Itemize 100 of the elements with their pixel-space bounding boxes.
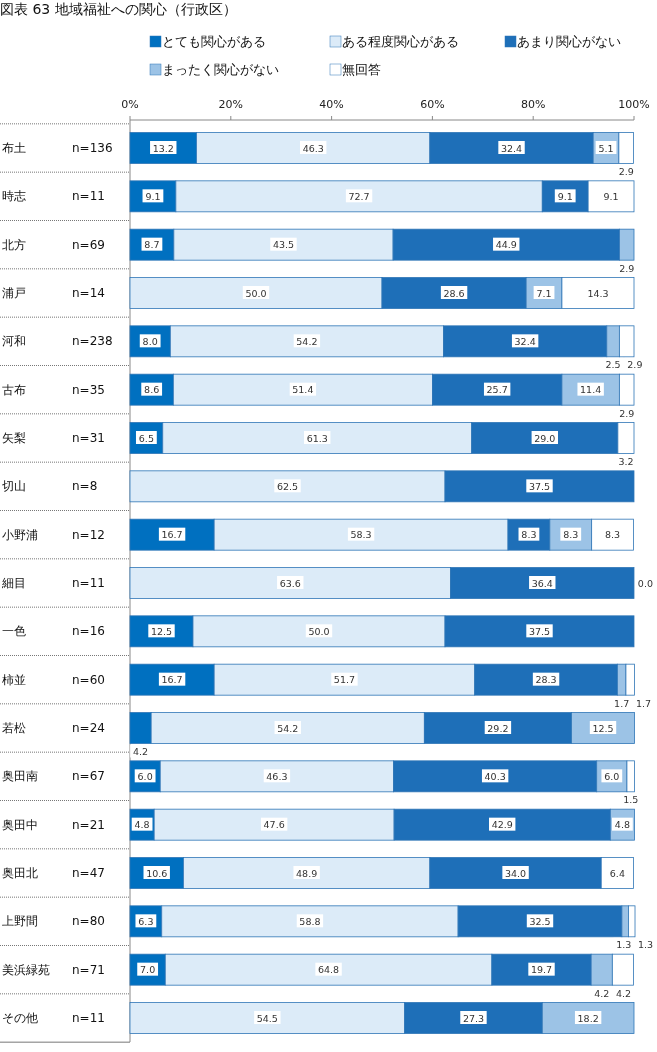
data-label: 37.5 xyxy=(528,480,551,492)
data-label: 40.3 xyxy=(484,770,506,782)
data-label: 27.3 xyxy=(462,1012,485,1024)
data-label: 19.7 xyxy=(530,964,553,976)
data-label: 58.3 xyxy=(350,529,372,541)
data-label: 4.2 xyxy=(594,987,610,999)
data-label: 28.3 xyxy=(535,674,557,686)
category-label: 小野浦 n=12 xyxy=(2,527,105,542)
data-label: 9.1 xyxy=(557,190,573,202)
data-label: 3.2 xyxy=(618,456,634,467)
data-label: 8.3 xyxy=(605,529,621,541)
data-label: 8.3 xyxy=(521,529,537,541)
data-label: 64.8 xyxy=(318,964,340,976)
data-label: 2.9 xyxy=(627,359,643,371)
x-tick-label: 0% xyxy=(121,98,139,111)
data-label: 2.9 xyxy=(619,407,635,419)
data-label: 25.7 xyxy=(486,384,508,396)
data-label: 6.0 xyxy=(137,770,153,782)
data-label: 8.6 xyxy=(144,384,160,396)
data-label: 63.6 xyxy=(279,577,301,589)
data-label: 37.5 xyxy=(528,625,551,637)
data-label: 0.0 xyxy=(637,577,653,589)
category-label: 時志 n=11 xyxy=(2,189,105,204)
data-label: 48.9 xyxy=(296,867,318,879)
category-label: その他 n=11 xyxy=(2,1011,105,1025)
category-label: 柿並 n=60 xyxy=(2,672,105,687)
data-label: 42.9 xyxy=(491,819,513,831)
category-label: 切山 n=8 xyxy=(2,479,98,494)
data-label: 50.0 xyxy=(245,287,267,299)
data-label: 1.3 xyxy=(616,939,632,951)
category-label: 奥田南 n=67 xyxy=(2,769,105,784)
data-label: 72.7 xyxy=(348,190,370,202)
data-label: 32.5 xyxy=(529,915,551,927)
legend-label: あまり関心がない xyxy=(517,34,621,49)
data-label: 2.5 xyxy=(605,359,621,371)
data-label: 29.2 xyxy=(487,722,509,734)
data-label: 46.3 xyxy=(266,770,288,782)
data-label: 43.5 xyxy=(272,239,295,251)
data-label: 32.4 xyxy=(500,142,523,154)
data-label: 4.8 xyxy=(134,819,150,831)
data-label: 54.5 xyxy=(256,1012,278,1024)
data-label: 54.2 xyxy=(277,722,299,734)
legend-label: ある程度関心がある xyxy=(342,34,459,49)
data-label: 7.1 xyxy=(536,287,552,299)
data-label: 36.4 xyxy=(531,577,553,589)
data-label: 54.2 xyxy=(296,335,318,347)
data-label: 9.1 xyxy=(145,190,161,202)
data-label: 6.0 xyxy=(604,770,620,782)
data-label: 29.0 xyxy=(534,432,556,444)
data-label: 58.8 xyxy=(299,915,321,927)
data-label: 1.5 xyxy=(623,794,639,806)
category-label: 細目 n=11 xyxy=(2,576,105,590)
data-label: 1.3 xyxy=(638,939,654,951)
legend-label: まったく関心がない xyxy=(162,62,279,77)
category-label: 美浜緑苑 n=71 xyxy=(2,962,105,977)
data-label: 7.0 xyxy=(140,964,156,976)
data-label: 6.4 xyxy=(609,867,625,879)
data-label: 4.8 xyxy=(614,819,630,831)
category-label: 若松 n=24 xyxy=(2,721,105,735)
data-label: 2.9 xyxy=(618,166,634,177)
category-label: 上野間 n=80 xyxy=(2,914,105,929)
category-label: 奥田中 n=21 xyxy=(2,817,105,832)
data-label: 51.7 xyxy=(333,674,356,686)
data-label: 6.3 xyxy=(138,915,154,927)
data-label: 12.5 xyxy=(150,625,173,637)
data-label: 18.2 xyxy=(577,1012,599,1024)
data-label: 12.5 xyxy=(592,722,614,734)
data-label: 9.1 xyxy=(603,190,619,202)
data-label: 11.4 xyxy=(580,384,602,396)
data-label: 47.6 xyxy=(263,819,285,831)
legend-label: とても関心がある xyxy=(162,34,266,49)
data-label: 46.3 xyxy=(302,142,324,154)
data-label: 50.0 xyxy=(308,625,330,637)
data-label: 8.0 xyxy=(142,335,158,347)
data-label: 28.6 xyxy=(443,287,465,299)
x-tick-label: 40% xyxy=(319,98,344,111)
data-label: 8.3 xyxy=(563,529,579,541)
x-tick-label: 80% xyxy=(520,98,546,111)
category-label: 浦戸 n=14 xyxy=(2,286,105,300)
x-tick-label: 20% xyxy=(218,98,244,111)
data-label: 16.7 xyxy=(161,674,183,686)
category-label: 古布 n=35 xyxy=(2,382,105,397)
data-label: 1.7 xyxy=(614,697,630,709)
data-label: 8.7 xyxy=(144,239,160,251)
data-label: 4.2 xyxy=(133,746,149,757)
data-label: 34.0 xyxy=(504,867,527,879)
category-label: 河和 n=238 xyxy=(2,334,113,349)
category-label: 一色 n=16 xyxy=(2,624,105,639)
data-label: 1.7 xyxy=(635,697,652,709)
data-label: 10.6 xyxy=(146,867,168,879)
chart-title: 図表 63 地域福祉への関心（行政区） xyxy=(0,1,237,17)
data-label: 6.5 xyxy=(138,432,154,444)
data-label: 4.2 xyxy=(615,987,632,999)
x-tick-label: 100% xyxy=(618,98,650,111)
data-label: 32.4 xyxy=(514,335,536,347)
data-label: 51.4 xyxy=(292,384,314,396)
legend-label: 無回答 xyxy=(342,62,381,77)
data-label: 5.1 xyxy=(598,142,614,154)
data-label: 14.3 xyxy=(587,287,609,299)
data-label: 61.3 xyxy=(306,432,328,444)
